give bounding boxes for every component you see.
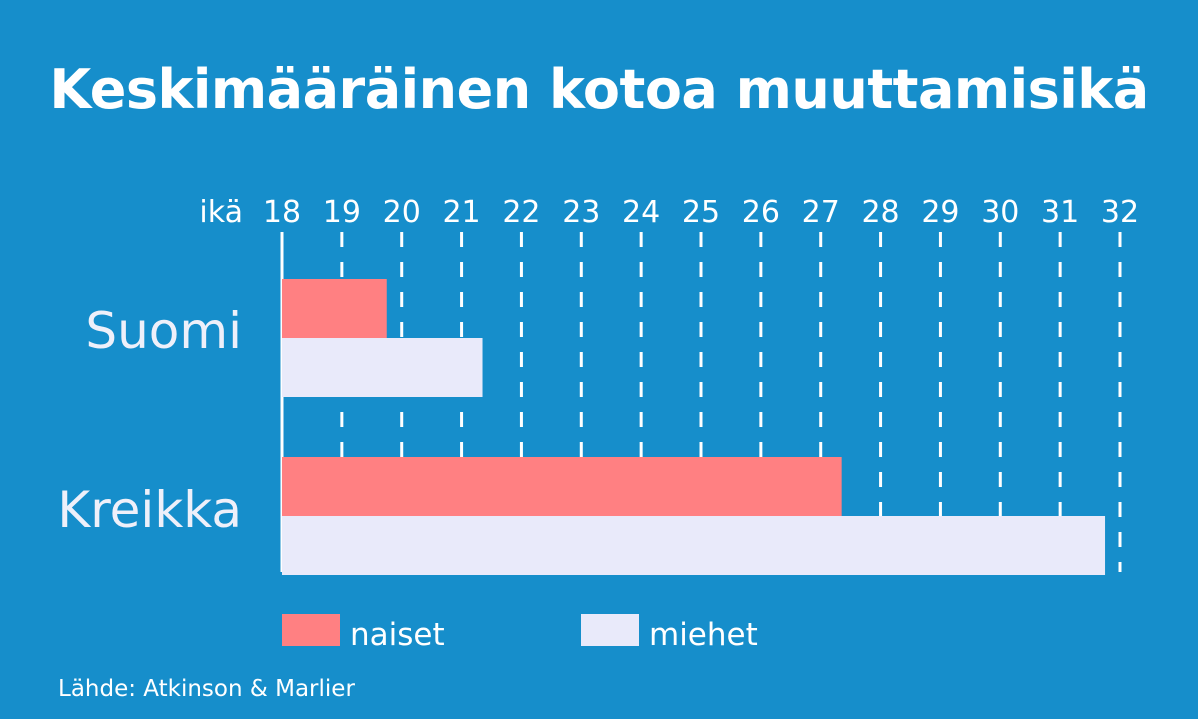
- category-label-suomi: Suomi: [85, 302, 242, 360]
- tick-label-20: 20: [383, 195, 421, 230]
- tick-label-25: 25: [682, 195, 720, 230]
- tick-label-30: 30: [981, 195, 1019, 230]
- legend-swatch-miehet: [581, 614, 639, 646]
- tick-label-19: 19: [323, 195, 361, 230]
- tick-label-31: 31: [1041, 195, 1079, 230]
- tick-label-28: 28: [861, 195, 899, 230]
- tick-label-21: 21: [442, 195, 480, 230]
- bar-suomi-naiset: [282, 279, 387, 338]
- source-note: Lähde: Atkinson & Marlier: [58, 676, 355, 702]
- bar-kreikka-miehet: [282, 516, 1106, 575]
- tick-label-23: 23: [562, 195, 600, 230]
- tick-label-27: 27: [802, 195, 840, 230]
- tick-label-22: 22: [502, 195, 540, 230]
- bar-kreikka-naiset: [282, 457, 842, 516]
- category-label-kreikka: Kreikka: [57, 481, 242, 539]
- tick-label-29: 29: [921, 195, 959, 230]
- bar-suomi-miehet: [282, 338, 483, 397]
- legend-label-naiset: naiset: [350, 617, 445, 653]
- tick-label-26: 26: [742, 195, 780, 230]
- tick-label-32: 32: [1101, 195, 1139, 230]
- axis-label: ikä: [199, 195, 243, 230]
- tick-label-18: 18: [263, 195, 301, 230]
- chart-title: Keskimääräinen kotoa muuttamisikä: [49, 58, 1149, 121]
- legend-label-miehet: miehet: [649, 617, 758, 653]
- tick-label-24: 24: [622, 195, 660, 230]
- legend-swatch-naiset: [282, 614, 340, 646]
